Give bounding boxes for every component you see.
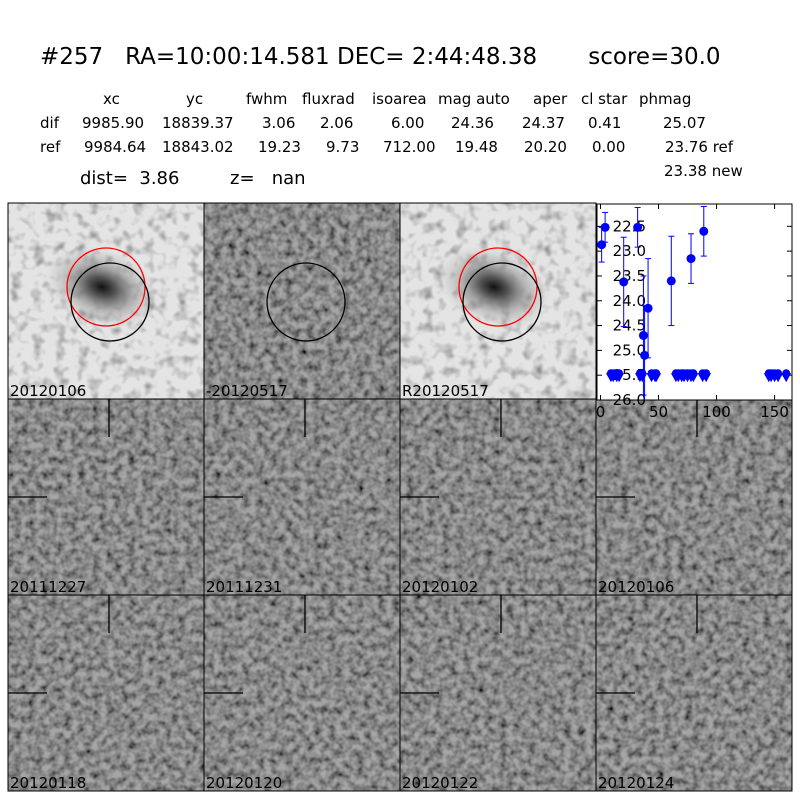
point (600, 222, 610, 232)
stamp-label: 20111227 (10, 578, 86, 596)
stamp-label: 20120120 (206, 774, 282, 792)
column-header: fluxrad (302, 90, 355, 108)
x-tick-label: 100 (702, 403, 731, 421)
cell: 25.07 (663, 114, 706, 132)
point (638, 330, 648, 340)
stamps: 20120106 -20120517 R20120517 20111227 201112… (7, 202, 793, 792)
row-label: ref (40, 138, 61, 156)
upper-limit-dot (652, 369, 661, 378)
z-value: z= nan (230, 168, 306, 189)
cell: 19.23 (258, 138, 301, 156)
aperture (462, 262, 542, 342)
x-tick-label: 50 (649, 403, 668, 421)
upper-limit-dot (782, 369, 791, 378)
cell: 20.20 (524, 138, 567, 156)
ref-aperture (458, 247, 538, 327)
table: xc yc fwhm fluxrad isoarea mag auto aper cl sta… (40, 90, 734, 156)
column-header: isoarea (372, 90, 427, 108)
x-tick-label: 0 (596, 403, 606, 421)
column-header: yc (186, 90, 203, 108)
point (643, 303, 653, 313)
data-layer (597, 205, 792, 400)
point (699, 226, 709, 236)
cell: 3.06 (262, 114, 295, 132)
upper-limit-dot (774, 369, 783, 378)
stamp-label: -20120517 (206, 382, 288, 400)
galaxy (437, 246, 551, 328)
stamp-label: 20120102 (402, 578, 478, 596)
cell: 0.00 (592, 138, 625, 156)
x-tick-label: 150 (760, 403, 789, 421)
stamp-label: 20120118 (10, 774, 86, 792)
stamp-frame (595, 594, 793, 792)
y-tick-label: 24.0 (613, 292, 646, 310)
cell: 18843.02 (162, 138, 234, 156)
cell: 23.76 ref (665, 138, 734, 156)
cell: 9.73 (326, 138, 359, 156)
aperture (266, 262, 346, 342)
y-tick-label: 25.0 (613, 341, 646, 359)
column-header: fwhm (246, 90, 287, 108)
stamp-label: R20120517 (402, 382, 489, 400)
cell: 24.36 (451, 114, 494, 132)
column-header: cl star (581, 90, 628, 108)
cell: 2.06 (320, 114, 353, 132)
new-mag: 23.38 new (664, 162, 743, 180)
point (666, 276, 676, 286)
point (619, 277, 629, 287)
column-header: mag auto (438, 90, 510, 108)
cell: 9984.64 (84, 138, 146, 156)
plot-area (596, 203, 793, 401)
stamp-label: 20120106 (10, 382, 86, 400)
stamp-label: 20120106 (598, 578, 674, 596)
ref-aperture (66, 247, 146, 327)
y-tick-label: 26.0 (613, 391, 646, 409)
cell: 6.00 (391, 114, 424, 132)
title: #257 RA=10:00:14.581 DEC= 2:44:48.38 sco… (40, 44, 721, 70)
row-label: dif (40, 114, 60, 132)
cell: 9985.90 (82, 114, 144, 132)
cell: 19.48 (455, 138, 498, 156)
point (633, 222, 643, 232)
cell: 18839.37 (162, 114, 234, 132)
cell: 24.37 (522, 114, 565, 132)
stamp-noise (204, 203, 400, 399)
column-header: xc (103, 90, 120, 108)
stamp-label: 20120124 (598, 774, 674, 792)
light-curve: 22.523.023.524.024.525.025.526.00 50 100 15… (596, 203, 793, 421)
point (686, 254, 696, 264)
stamp-label: 20111231 (206, 578, 282, 596)
dist: dist= 3.86 (80, 168, 179, 189)
cell: 0.41 (588, 114, 621, 132)
aperture (70, 262, 150, 342)
upper-limit-dot (615, 369, 624, 378)
column-header: aper (533, 90, 568, 108)
cell: 712.00 (383, 138, 436, 156)
y-tick-label: 24.5 (613, 317, 646, 335)
y-tick-label: 23.0 (613, 242, 646, 260)
galaxy (45, 246, 159, 328)
upper-limit-dot (702, 369, 711, 378)
stamp-label: 20120122 (402, 774, 478, 792)
column-header: phmag (639, 90, 691, 108)
upper-limit-dot (689, 369, 698, 378)
